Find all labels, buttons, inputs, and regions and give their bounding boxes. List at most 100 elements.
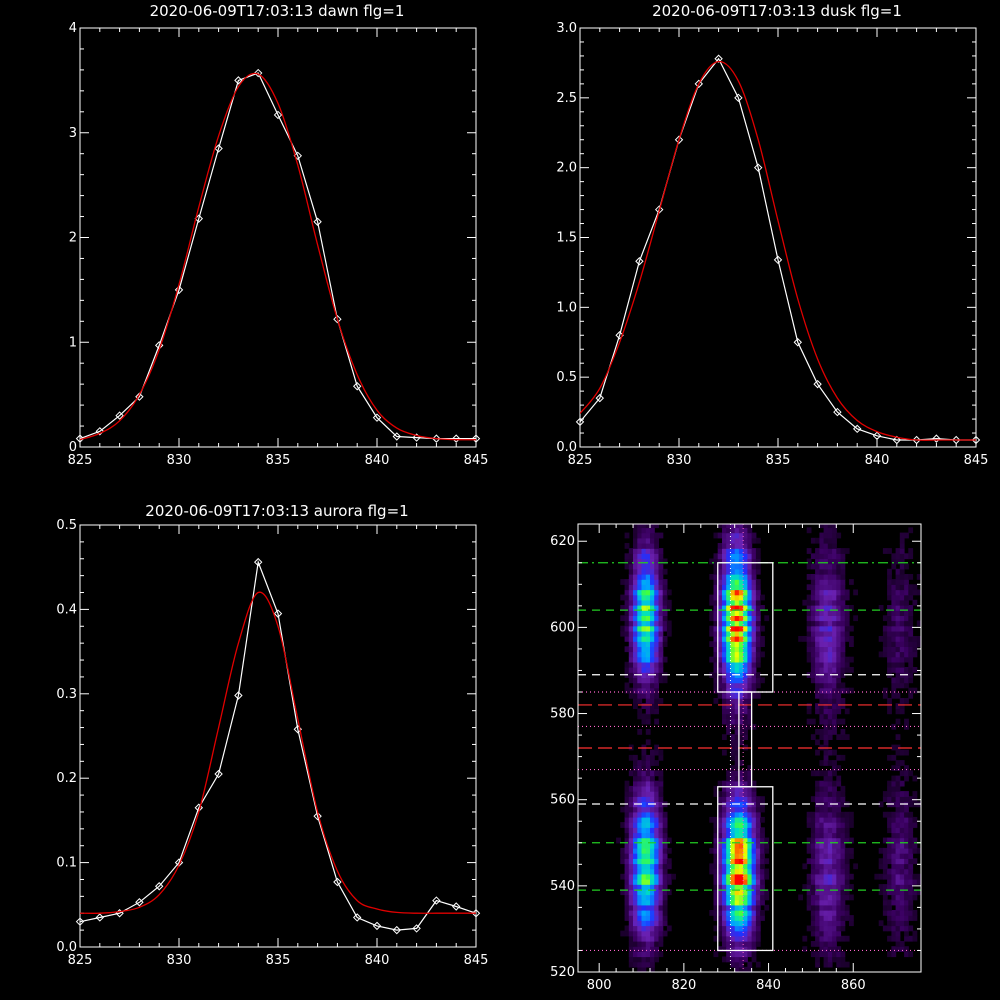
detector-pixel — [730, 579, 736, 585]
detector-pixel — [641, 837, 647, 844]
detector-pixel — [899, 667, 905, 673]
detector-pixel — [819, 791, 825, 797]
detector-pixel — [637, 951, 643, 958]
detector-pixel — [891, 920, 897, 927]
detector-pixel — [815, 770, 820, 777]
detector-pixel — [628, 879, 634, 885]
detector-pixel — [895, 548, 901, 554]
detector-pixel — [747, 584, 753, 591]
detector-pixel — [823, 822, 829, 828]
detector-pixel — [650, 599, 655, 606]
detector-pixel — [650, 811, 655, 818]
detector-pixel — [734, 579, 740, 585]
detector-pixel — [624, 558, 630, 565]
detector-pixel — [738, 532, 744, 539]
detector-pixel — [806, 574, 812, 580]
detector-pixel — [633, 527, 638, 534]
detector-pixel — [836, 610, 842, 616]
detector-pixel — [658, 667, 664, 673]
detector-pixel — [916, 589, 921, 596]
detector-pixel — [637, 873, 643, 880]
detector-pixel — [730, 884, 736, 890]
detector-pixel — [662, 889, 668, 896]
detector-pixel — [810, 667, 816, 673]
detector-pixel — [899, 853, 905, 859]
detector-pixel — [815, 646, 820, 653]
detector-pixel — [882, 837, 888, 844]
detector-pixel — [645, 925, 651, 932]
detector-pixel — [908, 816, 914, 823]
detector-pixel — [654, 760, 659, 766]
detector-pixel — [654, 858, 659, 865]
detector-pixel — [895, 765, 901, 771]
detector-pixel — [654, 930, 659, 937]
detector-pixel — [637, 827, 643, 834]
detector-pixel — [908, 847, 914, 854]
detector-pixel — [628, 858, 634, 865]
detector-pixel — [747, 765, 753, 771]
detector-pixel — [650, 966, 655, 972]
detector-pixel — [819, 904, 825, 911]
detector-pixel — [743, 625, 748, 632]
detector-pixel — [633, 579, 638, 585]
detector-pixel — [654, 889, 659, 896]
detector-pixel — [832, 853, 837, 859]
detector-pixel — [645, 842, 651, 849]
detector-pixel — [751, 667, 757, 673]
detector-pixel — [620, 615, 626, 622]
detector-pixel — [637, 568, 643, 575]
detector-pixel — [658, 842, 664, 849]
detector-pixel — [654, 584, 659, 591]
detector-pixel — [815, 553, 820, 560]
detector-pixel — [849, 579, 854, 585]
detector-pixel — [827, 894, 833, 901]
detector-pixel — [916, 636, 921, 642]
detector-pixel — [832, 703, 837, 709]
detector-pixel — [633, 677, 638, 684]
detector-pixel — [730, 667, 736, 673]
detector-pixel — [916, 873, 921, 880]
detector-pixel — [899, 677, 905, 684]
detector-pixel — [650, 941, 655, 947]
detector-pixel — [650, 579, 655, 585]
detector-pixel — [832, 842, 837, 849]
detector-pixel — [891, 620, 897, 627]
detector-pixel — [810, 920, 816, 927]
detector-pixel — [840, 589, 846, 596]
detector-pixel — [641, 858, 647, 865]
detector-pixel — [882, 791, 888, 797]
detector-pixel — [823, 863, 829, 870]
detector-pixel — [815, 610, 820, 616]
chart-aurora-data-point — [273, 609, 283, 618]
detector-pixel — [650, 847, 655, 854]
detector-pixel — [658, 925, 664, 932]
detector-pixel — [645, 532, 651, 539]
detector-pixel — [823, 951, 829, 958]
detector-pixel — [832, 661, 837, 668]
detector-pixel — [895, 558, 901, 565]
detector-pixel — [650, 806, 655, 813]
chart-dusk-data-point — [714, 54, 723, 63]
detector-pixel — [747, 646, 753, 653]
detector-pixel — [666, 625, 672, 632]
detector-pixel — [641, 553, 647, 560]
detector-pixel — [628, 873, 634, 880]
detector-pixel — [662, 677, 668, 684]
detector-pixel — [810, 894, 816, 901]
detector-pixel — [887, 785, 892, 792]
detector-pixel — [730, 677, 736, 684]
detector-pixel — [827, 708, 833, 715]
detector-image-xtick-label: 840 — [756, 978, 781, 993]
detector-pixel — [654, 884, 659, 890]
detector-pixel — [904, 853, 909, 859]
detector-pixel — [815, 599, 820, 606]
detector-pixel — [751, 946, 757, 952]
detector-pixel — [747, 687, 753, 694]
detector-pixel — [637, 563, 643, 570]
detector-pixel — [713, 858, 719, 865]
detector-pixel — [658, 563, 664, 570]
detector-pixel — [743, 708, 748, 715]
detector-pixel — [743, 853, 748, 859]
detector-pixel — [624, 842, 630, 849]
detector-pixel — [747, 553, 753, 560]
